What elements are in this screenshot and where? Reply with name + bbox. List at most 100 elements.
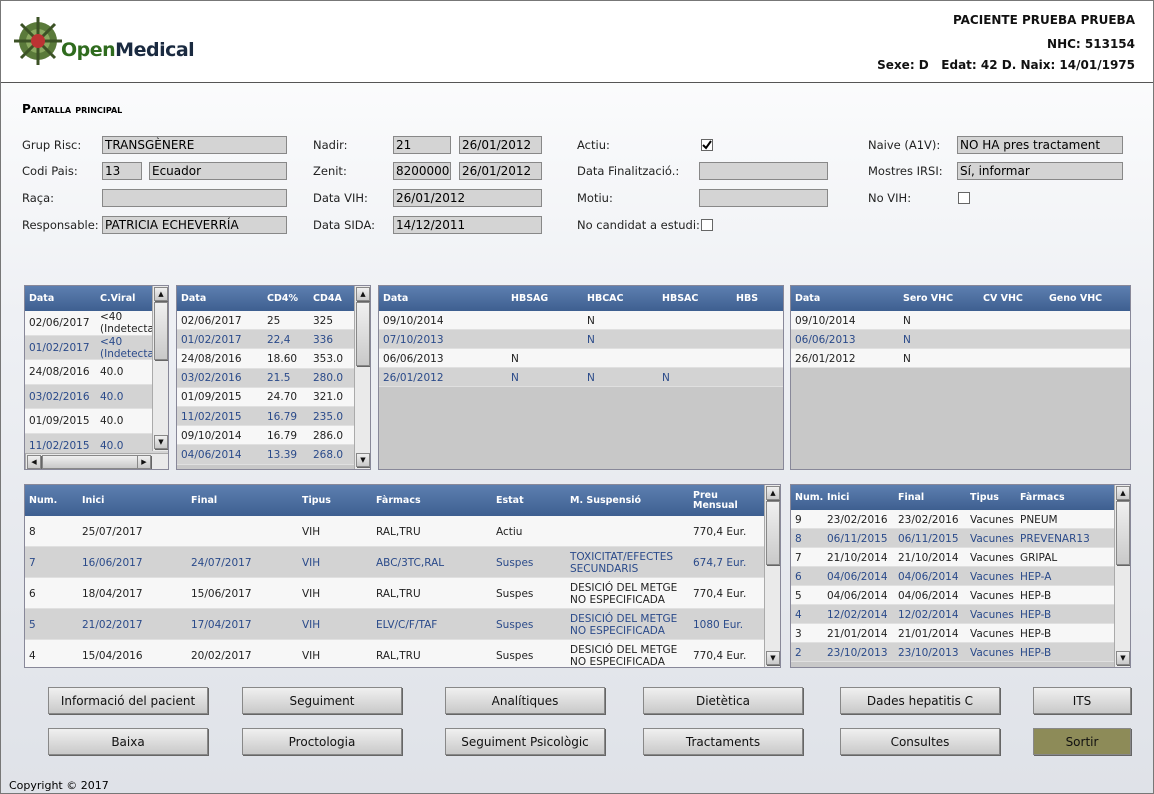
scroll-up[interactable]: ▲ — [356, 287, 370, 301]
table-row[interactable]: 02/06/2017 <40 (Indetecta — [25, 311, 168, 336]
table-cell: N — [511, 371, 519, 384]
scroll-thumb[interactable] — [154, 302, 168, 360]
nav-button[interactable]: Sortir — [1033, 728, 1131, 755]
text-field[interactable]: 26/01/2012 — [459, 136, 542, 154]
vertical-scrollbar[interactable]: ▲ ▼ — [152, 286, 168, 451]
checkbox[interactable] — [958, 192, 970, 204]
table-cell: N — [903, 314, 911, 327]
nav-button[interactable]: Consultes — [840, 728, 1000, 755]
checkbox[interactable] — [701, 219, 713, 231]
table-row[interactable]: 24/08/2016 18.60 353.0 — [177, 349, 370, 369]
table-cell: 20/02/2017 — [191, 649, 252, 662]
table-cell: HEP-A — [1020, 570, 1052, 583]
nav-button[interactable]: Seguiment Psicològic — [445, 728, 605, 755]
vertical-scrollbar[interactable]: ▲ ▼ — [764, 485, 780, 667]
text-field[interactable]: 21 — [393, 136, 451, 154]
table-cell: 4 — [795, 608, 802, 621]
text-field[interactable]: 8200000 — [393, 162, 451, 180]
table-row[interactable]: 6 18/04/2017 15/06/2017 VIH RAL,TRU Suspes DES… — [25, 578, 780, 609]
table-cell: 22,4 — [267, 333, 291, 346]
table-row[interactable]: 5 04/06/2014 04/06/2014 Vacunes HEP-B — [791, 586, 1130, 605]
scroll-up[interactable]: ▲ — [154, 287, 168, 301]
table-row[interactable]: 5 21/02/2017 17/04/2017 VIH ELV/C/F/TAF Suspe… — [25, 609, 780, 640]
nav-button[interactable]: Dades hepatitis C — [840, 687, 1000, 714]
table-row[interactable]: 26/01/2012 N N N — [379, 368, 783, 387]
table-row[interactable]: 09/10/2014 N — [791, 311, 1130, 330]
table-cell: 03/02/2016 — [29, 390, 90, 403]
table-row[interactable]: 7 16/06/2017 24/07/2017 VIH ABC/3TC,RAL Suspe… — [25, 547, 780, 578]
table-row[interactable]: 01/09/2015 40.0 — [25, 409, 168, 434]
table-row[interactable]: 8 06/11/2015 06/11/2015 Vacunes PREVENAR13 — [791, 529, 1130, 548]
table-cell: ABC/3TC,RAL — [376, 556, 445, 569]
scroll-down[interactable]: ▼ — [766, 651, 780, 665]
vertical-scrollbar[interactable]: ▲ ▼ — [354, 286, 370, 469]
table-row[interactable]: 9 23/02/2016 23/02/2016 Vacunes PNEUM — [791, 510, 1130, 529]
checkbox[interactable] — [701, 139, 713, 151]
scroll-thumb[interactable] — [766, 501, 780, 565]
text-field[interactable]: NO HA pres tractament — [957, 136, 1123, 154]
table-row[interactable]: 02/06/2017 25 325 — [177, 311, 370, 331]
table-row[interactable]: 09/10/2014 16.79 286.0 — [177, 426, 370, 446]
scroll-down[interactable]: ▼ — [154, 435, 168, 449]
table-row[interactable]: 06/06/2013 N — [379, 349, 783, 368]
table-row[interactable]: 03/02/2016 40.0 — [25, 384, 168, 409]
nav-button[interactable]: Tractaments — [643, 728, 803, 755]
table-row[interactable]: 7 21/10/2014 21/10/2014 Vacunes GRIPAL — [791, 548, 1130, 567]
table-row[interactable]: 6 04/06/2014 04/06/2014 Vacunes HEP-A — [791, 567, 1130, 586]
scroll-down[interactable]: ▼ — [1116, 651, 1130, 665]
scroll-thumb[interactable] — [1116, 501, 1130, 565]
nav-button[interactable]: Dietètica — [643, 687, 803, 714]
nav-button[interactable]: Analítiques — [445, 687, 605, 714]
table-row[interactable]: 01/02/2017 <40 (Indetecta — [25, 335, 168, 360]
table-row[interactable]: 3 21/01/2014 21/01/2014 Vacunes HEP-B — [791, 624, 1130, 643]
text-field[interactable]: Sí, informar — [957, 162, 1123, 180]
scroll-up[interactable]: ▲ — [1116, 486, 1130, 500]
table-row[interactable]: 8 25/07/2017 VIH RAL,TRU Actiu 770,4 Eur. — [25, 516, 780, 547]
text-field[interactable]: 14/12/2011 — [393, 216, 542, 234]
text-field[interactable] — [699, 162, 828, 180]
table-row[interactable]: 26/01/2012 N — [791, 349, 1130, 368]
text-field[interactable]: 26/01/2012 — [459, 162, 542, 180]
text-field[interactable]: PATRICIA ECHEVERRÍA — [102, 216, 287, 234]
vertical-scrollbar[interactable]: ▲ ▼ — [1114, 485, 1130, 667]
text-field[interactable] — [102, 189, 287, 207]
table-row[interactable]: 11/02/2015 16.79 235.0 — [177, 407, 370, 427]
table-cell: 21/01/2014 — [898, 627, 959, 640]
nav-button[interactable]: Baixa — [48, 728, 208, 755]
column-header: Preu Mensual — [689, 485, 761, 516]
nav-button[interactable]: Proctologia — [242, 728, 402, 755]
table-row[interactable]: 04/06/2014 13.39 268.0 — [177, 445, 370, 465]
table-cell: Vacunes — [970, 646, 1014, 659]
column-header: HBS — [732, 286, 782, 311]
text-field[interactable]: 13 — [102, 162, 142, 180]
nav-button[interactable]: Seguiment — [242, 687, 402, 714]
table-row[interactable]: 4 15/04/2016 20/02/2017 VIH RAL,TRU Suspes DES… — [25, 640, 780, 667]
table-row[interactable]: 03/02/2016 21.5 280.0 — [177, 368, 370, 388]
table-row[interactable]: 07/10/2013 N — [379, 330, 783, 349]
nav-button[interactable]: ITS — [1033, 687, 1131, 714]
horizontal-scrollbar[interactable]: ◀ ▶ — [25, 453, 168, 469]
field-label: No VIH: — [868, 191, 912, 205]
nav-button[interactable]: Informació del pacient — [48, 687, 208, 714]
table-cell: 01/09/2015 — [29, 415, 90, 428]
table-row[interactable]: 24/08/2016 40.0 — [25, 360, 168, 385]
table-row[interactable]: 06/06/2013 N — [791, 330, 1130, 349]
text-field[interactable]: TRANSGÈNERE — [102, 136, 287, 154]
scroll-thumb[interactable] — [42, 455, 142, 469]
table-cell: N — [587, 314, 595, 327]
scroll-right[interactable]: ▶ — [137, 455, 151, 469]
text-field[interactable]: Ecuador — [149, 162, 287, 180]
scroll-up[interactable]: ▲ — [766, 486, 780, 500]
table-row[interactable]: 4 12/02/2014 12/02/2014 Vacunes HEP-B — [791, 605, 1130, 624]
table-row[interactable]: 01/09/2015 24.70 321.0 — [177, 387, 370, 407]
table-row[interactable]: 2 23/10/2013 23/10/2013 Vacunes HEP-B — [791, 643, 1130, 662]
scroll-left[interactable]: ◀ — [27, 455, 41, 469]
table-row[interactable]: 01/02/2017 22,4 336 — [177, 330, 370, 350]
text-field[interactable]: 26/01/2012 — [393, 189, 542, 207]
table-cell: DESICIÓ DEL METGE NO ESPECIFICADA — [570, 581, 678, 606]
scroll-down[interactable]: ▼ — [356, 453, 370, 467]
text-field[interactable] — [699, 189, 828, 207]
table-row[interactable]: 09/10/2014 N — [379, 311, 783, 330]
table-cell: 25/07/2017 — [82, 525, 143, 538]
scroll-thumb[interactable] — [356, 302, 370, 367]
